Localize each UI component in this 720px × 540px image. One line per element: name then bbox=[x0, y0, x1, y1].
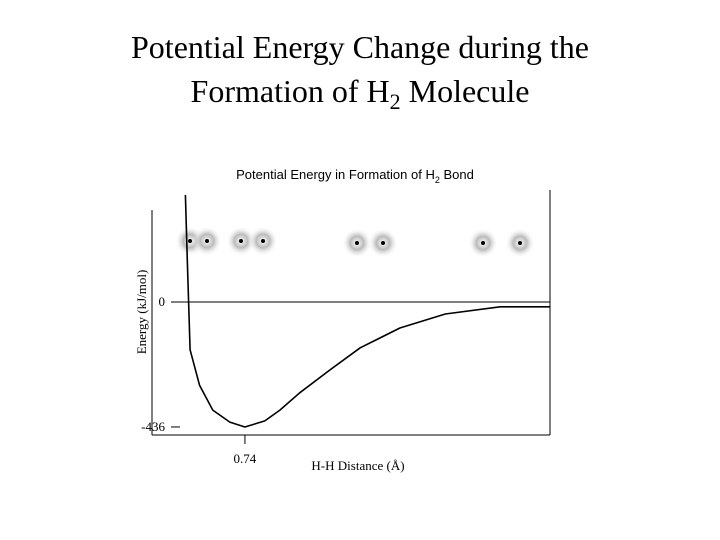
atoms bbox=[175, 226, 535, 258]
nucleus bbox=[481, 241, 485, 245]
title-part: Molecule bbox=[401, 73, 530, 109]
y-tick-label: 0 bbox=[159, 294, 166, 309]
y-axis-label: Energy (kJ/mol) bbox=[134, 270, 149, 355]
slide-title-line2: Formation of H2 Molecule bbox=[191, 73, 530, 114]
chart-title-subscript: 2 bbox=[435, 175, 440, 185]
x-tick-label: 0.74 bbox=[234, 451, 257, 466]
title-part: Formation of H bbox=[191, 73, 390, 109]
nucleus bbox=[518, 241, 522, 245]
y-tick-label: -436 bbox=[141, 419, 165, 434]
title-subscript: 2 bbox=[390, 89, 401, 114]
nucleus bbox=[261, 239, 265, 243]
chart-title-part: Bond bbox=[440, 167, 474, 182]
energy-curve bbox=[184, 194, 551, 428]
nucleus bbox=[239, 239, 243, 243]
nucleus bbox=[355, 241, 359, 245]
nucleus bbox=[381, 241, 385, 245]
chart-title-part: Potential Energy in Formation of H bbox=[236, 167, 435, 182]
nucleus bbox=[205, 239, 209, 243]
x-axis-label: H-H Distance (Å) bbox=[311, 458, 404, 473]
slide-title-line1: Potential Energy Change during the bbox=[131, 29, 589, 65]
chart-title: Potential Energy in Formation of H2 Bond bbox=[236, 167, 474, 185]
frame bbox=[151, 190, 551, 436]
nucleus bbox=[188, 239, 192, 243]
